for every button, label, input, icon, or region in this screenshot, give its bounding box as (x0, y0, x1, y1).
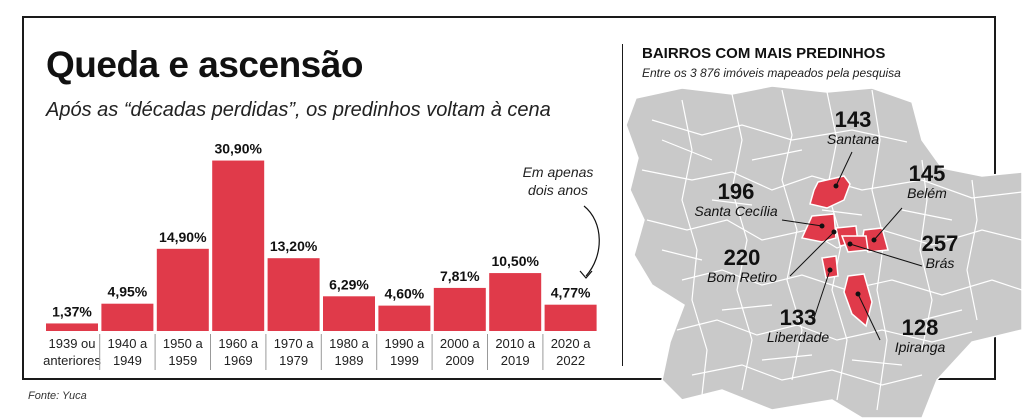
tick-label-9-0: 2020 a (551, 336, 592, 351)
tick-label-2-0: 1950 a (163, 336, 204, 351)
tick-label-0-1: anteriores (43, 353, 101, 368)
tick-label-4-1: 1979 (279, 353, 308, 368)
map-label-liberdade: 133 Liberdade (758, 306, 838, 345)
tick-label-3-0: 1960 a (218, 336, 259, 351)
data-label-3: 30,90% (214, 141, 262, 157)
map-label-bom-retiro: 220 Bom Retiro (700, 246, 784, 285)
district-santana (809, 175, 851, 209)
annotation-line-0: Em apenas (523, 164, 594, 180)
map-title: BAIRROS COM MAIS PREDINHOS (642, 45, 886, 62)
data-label-6: 4,60% (385, 286, 425, 302)
tick-label-6-1: 1999 (390, 353, 419, 368)
bar-5 (323, 296, 375, 331)
map-label-ipiranga: 128 Ipiranga (884, 316, 956, 355)
tick-label-9-1: 2022 (556, 353, 585, 368)
district-santa-cecilia (800, 213, 837, 243)
count-liberdade: 133 (779, 305, 817, 330)
bar-1 (101, 303, 154, 331)
tick-label-1-1: 1949 (113, 353, 142, 368)
data-label-9: 4,77% (551, 285, 591, 301)
name-santa-cecilia: Santa Cecília (694, 203, 778, 220)
name-bras: Brás (925, 255, 955, 272)
bar-0 (46, 323, 98, 331)
tick-label-5-1: 1989 (335, 353, 364, 368)
district-ipiranga (843, 273, 873, 328)
tick-label-2-1: 1959 (168, 353, 197, 368)
annotation-arrowhead (579, 270, 593, 279)
data-label-4: 13,20% (270, 238, 318, 254)
data-label-0: 1,37% (52, 303, 92, 319)
bar-2 (156, 248, 209, 331)
tick-label-7-1: 2009 (445, 353, 474, 368)
count-santana: 143 (834, 107, 872, 132)
data-label-8: 10,50% (491, 253, 539, 269)
map-highlighted-districts (800, 175, 889, 328)
annotation-line-1: dois anos (528, 182, 588, 198)
name-belem: Belém (907, 185, 947, 202)
data-label-7: 7,81% (440, 268, 480, 284)
bar-8 (489, 273, 542, 331)
annotation-arrow (583, 205, 600, 277)
chart-subtitle: Após as “décadas perdidas”, os predinhos… (46, 99, 551, 121)
name-santana: Santana (826, 131, 880, 148)
bar-chart: 1,37% 1939 ou anteriores 4,95% 1940 a 1949 14,… (43, 141, 600, 370)
map-leader-lines (781, 151, 923, 341)
source-note: Fonte: Yuca (28, 390, 87, 402)
panel-divider (622, 44, 623, 366)
map-subtitle: Entre os 3 876 imóveis mapeados pela pes… (642, 66, 901, 80)
tick-label-6-0: 1990 a (385, 336, 426, 351)
tick-label-0-0: 1939 ou (49, 336, 96, 351)
tick-label-1-0: 1940 a (108, 336, 149, 351)
map-label-santana: 143 Santana (818, 108, 888, 147)
bar-3 (212, 160, 265, 331)
tick-label-4-0: 1970 a (274, 336, 315, 351)
bar-7 (433, 287, 486, 331)
data-label-1: 4,95% (108, 284, 148, 300)
chart-title: Queda e ascensão (46, 44, 363, 85)
count-santa-cecilia: 196 (717, 179, 755, 204)
sao-paulo-map (625, 85, 1022, 418)
data-label-2: 14,90% (159, 229, 207, 245)
bar-4 (267, 258, 320, 331)
tick-label-5-0: 1980 a (329, 336, 370, 351)
name-liberdade: Liberdade (766, 329, 830, 346)
tick-label-7-0: 2000 a (440, 336, 481, 351)
count-bras: 257 (921, 231, 959, 256)
bar-6 (378, 305, 431, 331)
data-label-5: 6,29% (329, 276, 369, 292)
count-ipiranga: 128 (901, 315, 939, 340)
bar-9 (544, 304, 597, 331)
map-label-bras: 257 Brás (910, 232, 970, 271)
map-label-belem: 145 Belém (892, 162, 962, 201)
name-ipiranga: Ipiranga (894, 339, 946, 356)
tick-label-3-1: 1969 (224, 353, 253, 368)
tick-label-8-0: 2010 a (495, 336, 536, 351)
name-bom-retiro: Bom Retiro (706, 269, 778, 286)
district-liberdade (821, 255, 839, 279)
count-belem: 145 (908, 161, 946, 186)
map-label-santa-cecilia: 196 Santa Cecília (686, 180, 786, 219)
count-bom-retiro: 220 (723, 245, 761, 270)
tick-label-8-1: 2019 (501, 353, 530, 368)
